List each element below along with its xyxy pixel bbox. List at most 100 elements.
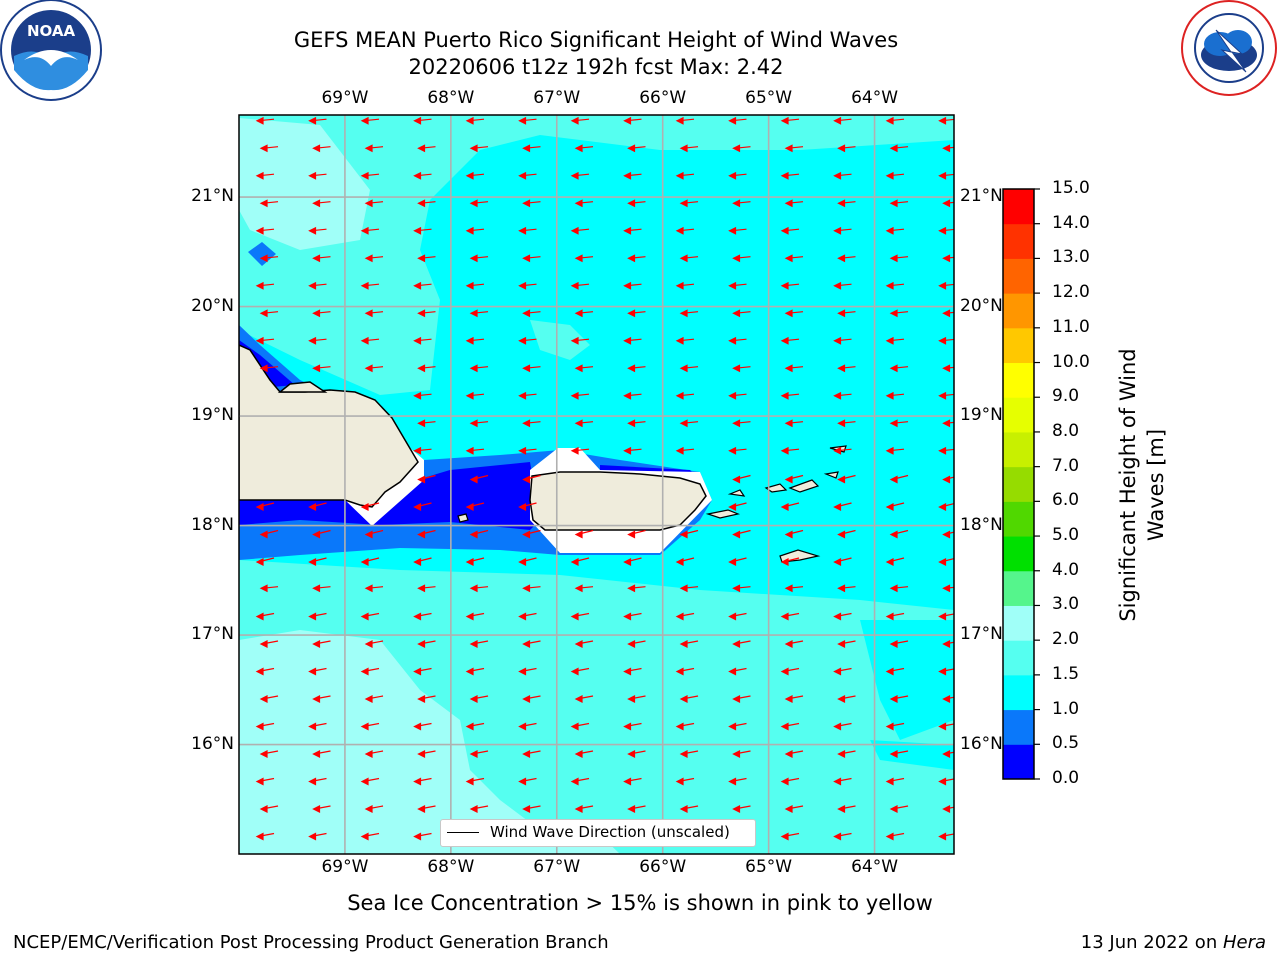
wave-direction-arrow: [308, 667, 327, 676]
wave-direction-arrow: [889, 640, 909, 648]
wave-direction-arrow: [885, 281, 905, 290]
wave-direction-arrow: [364, 144, 384, 153]
wave-direction-arrow: [728, 116, 747, 125]
wave-direction-arrow: [417, 529, 436, 539]
wave-direction-arrow: [675, 722, 695, 731]
colorbar-tick-label: 13.0: [1052, 247, 1090, 268]
wave-direction-arrow: [885, 391, 905, 400]
wave-direction-arrow: [833, 226, 852, 235]
wave-direction-arrow: [364, 309, 384, 318]
wave-direction-arrow: [784, 364, 804, 373]
wave-direction-arrow: [364, 695, 384, 703]
wave-direction-arrow: [784, 144, 804, 153]
bottom-tick-label: 69°W: [321, 857, 369, 877]
wave-direction-arrow: [833, 281, 852, 290]
wave-direction-arrow: [885, 336, 905, 345]
wave-direction-arrow: [889, 254, 909, 263]
wave-direction-arrow: [675, 116, 695, 125]
wave-direction-arrow: [728, 612, 747, 621]
wave-direction-arrow: [885, 502, 905, 511]
wave-direction-arrow: [885, 171, 905, 180]
wave-direction-arrow: [570, 391, 590, 400]
wave-direction-arrow: [469, 805, 489, 813]
wave-direction-arrow: [518, 281, 537, 290]
bottom-tick-label: 64°W: [851, 857, 899, 877]
colorbar-tick-label: 4.0: [1052, 559, 1080, 580]
wave-direction-arrow: [780, 336, 800, 345]
wave-direction-arrow: [732, 640, 751, 648]
wave-direction-arrow: [518, 612, 537, 621]
wave-direction-arrow: [417, 805, 436, 813]
wave-direction-arrow: [308, 722, 327, 731]
wave-direction-arrow: [728, 777, 747, 786]
wave-direction-arrow: [833, 171, 852, 180]
wave-direction-arrow: [889, 695, 909, 703]
wave-direction-arrow: [570, 667, 590, 676]
land-island: [823, 471, 839, 479]
wave-direction-arrow: [732, 750, 751, 758]
wave-direction-arrow: [679, 640, 699, 648]
wave-direction-arrow: [942, 309, 954, 318]
wave-direction-arrow: [360, 171, 380, 180]
wave-direction-arrow: [732, 364, 751, 373]
wave-field-patch: [239, 630, 620, 854]
wave-direction-arrow: [728, 281, 747, 290]
wave-direction-arrow: [889, 309, 909, 318]
wave-direction-arrow: [255, 667, 275, 676]
land-island: [788, 479, 820, 493]
wave-direction-arrow: [675, 281, 695, 290]
wave-direction-arrow: [413, 116, 432, 125]
wave-direction-arrow: [413, 502, 432, 511]
colorbar-swatch: [1003, 674, 1034, 711]
wave-direction-arrow: [623, 391, 642, 400]
right-tick-label: 20°N: [960, 295, 1003, 316]
wave-direction-arrow: [728, 171, 747, 180]
colorbar-swatch: [1003, 744, 1034, 780]
wave-direction-arrow: [522, 474, 541, 484]
wave-direction-arrow: [312, 584, 331, 593]
wave-direction-arrow: [465, 722, 485, 731]
wave-direction-arrow: [784, 199, 804, 208]
wave-direction-arrow: [889, 750, 909, 758]
wave-direction-arrow: [728, 226, 747, 235]
wave-direction-arrow: [417, 144, 436, 153]
wave-direction-arrow: [837, 254, 856, 263]
wave-direction-arrow: [465, 171, 485, 180]
right-tick-label: 17°N: [960, 624, 1003, 645]
wave-direction-arrow: [413, 446, 432, 455]
wave-direction-arrow: [833, 446, 852, 455]
wave-direction-arrow: [675, 777, 695, 786]
legend-line-swatch: [447, 832, 479, 833]
wave-direction-arrow: [780, 832, 800, 841]
wave-direction-arrow: [728, 667, 747, 676]
wave-direction-arrow: [259, 529, 279, 539]
wave-direction-arrow: [417, 474, 436, 484]
wave-direction-arrow: [675, 226, 695, 235]
wave-direction-arrow: [255, 557, 275, 566]
wave-direction-arrow: [413, 557, 432, 566]
wave-direction-arrow: [627, 199, 646, 208]
footer-right: 13 Jun 2022 on Hera: [1081, 932, 1266, 953]
wave-direction-arrow: [518, 777, 537, 786]
wave-direction-arrow: [522, 750, 541, 758]
wave-direction-arrow: [465, 281, 485, 290]
wave-direction-arrow: [255, 336, 275, 345]
wave-direction-arrow: [574, 529, 594, 539]
wave-direction-arrow: [522, 529, 541, 539]
wave-direction-arrow: [780, 667, 800, 676]
wave-direction-arrow: [574, 640, 594, 648]
bottom-tick-label: 66°W: [639, 857, 687, 877]
wave-direction-arrow: [889, 199, 909, 208]
wave-direction-arrow: [833, 612, 852, 621]
wave-direction-arrow: [413, 667, 432, 676]
wave-direction-arrow: [312, 695, 331, 703]
wave-direction-arrow: [360, 226, 380, 235]
wave-direction-arrow: [675, 557, 695, 566]
wave-direction-arrow: [732, 144, 751, 153]
wave-direction-arrow: [360, 832, 380, 841]
wave-direction-arrow: [885, 612, 905, 621]
colorbar-tick-label: 1.0: [1052, 698, 1080, 719]
wave-field-patch: [239, 118, 370, 250]
colorbar-swatch: [1003, 709, 1034, 745]
wave-direction-arrow: [627, 750, 646, 758]
